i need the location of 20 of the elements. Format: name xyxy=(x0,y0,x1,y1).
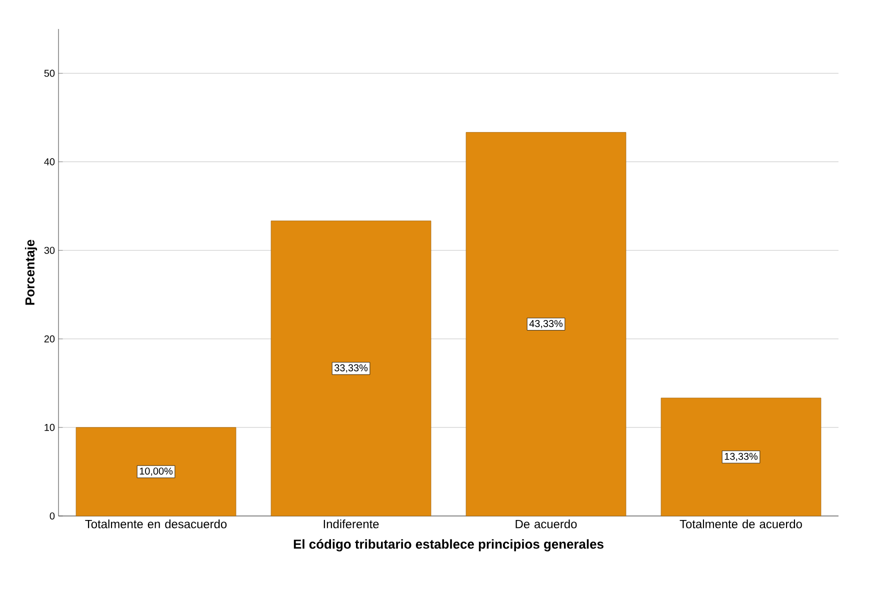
x-tick-label: De acuerdo xyxy=(516,520,577,528)
y-tick-label: 40 xyxy=(44,158,55,166)
x-tick-label: Indiferente xyxy=(324,520,379,528)
x-tick-label: Totalmente en desacuerdo xyxy=(85,520,227,528)
y-tick-label: 10 xyxy=(44,424,55,431)
data-label: 13,33% xyxy=(724,452,758,462)
data-label: 33,33% xyxy=(334,364,368,373)
y-tick-label: 30 xyxy=(44,246,55,254)
bar xyxy=(660,398,822,516)
data-label: 10,00% xyxy=(140,468,173,476)
y-tick-label: 20 xyxy=(44,335,55,342)
bar xyxy=(270,220,432,516)
y-tick-label: 50 xyxy=(44,70,55,77)
x-axis-title: El código tributario establece principios generales xyxy=(294,539,604,552)
data-label: 43,33% xyxy=(529,320,563,328)
bar xyxy=(466,132,626,516)
y-axis-title: Porcentaje xyxy=(24,240,38,305)
x-tick-label: Totalmente de acuerdo xyxy=(680,520,802,528)
bar xyxy=(76,427,236,516)
y-tick-label: 0 xyxy=(50,512,55,520)
